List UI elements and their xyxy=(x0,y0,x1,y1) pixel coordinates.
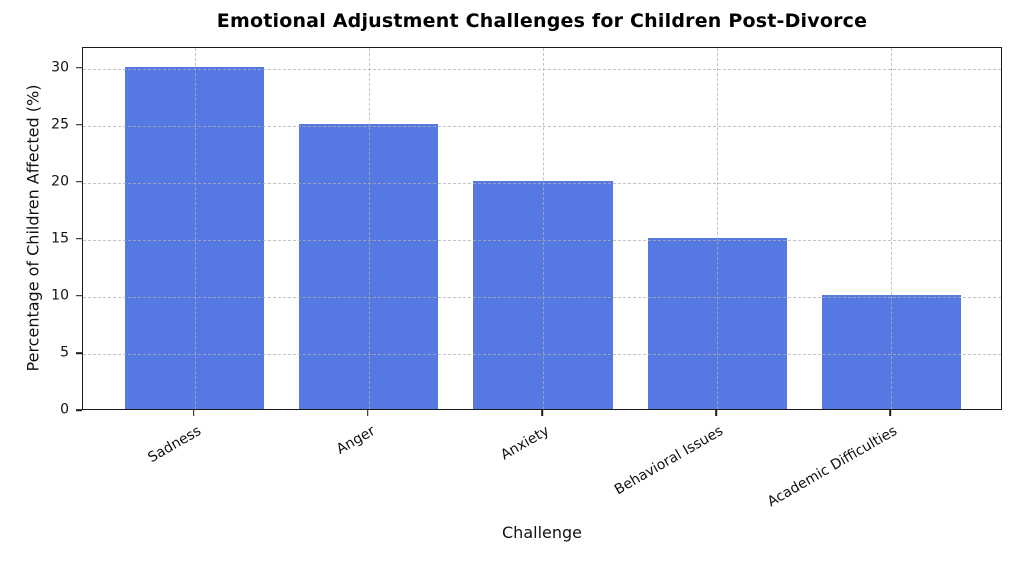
y-tick-mark xyxy=(76,123,82,126)
x-tick-mark xyxy=(366,410,369,416)
bar xyxy=(299,123,439,409)
y-tick-mark xyxy=(76,409,82,411)
bar xyxy=(124,66,265,409)
y-tick-label: 0 xyxy=(60,401,69,418)
x-tick-label: Anger xyxy=(333,423,378,458)
bar xyxy=(821,294,962,409)
x-tick-mark xyxy=(715,410,718,416)
y-tick-label: 25 xyxy=(51,115,69,132)
y-tick-mark xyxy=(76,295,82,297)
y-axis-ticks: 0 5 10 15 20 25 30 xyxy=(0,47,82,417)
y-tick-label: 20 xyxy=(51,173,69,190)
x-tick-mark xyxy=(192,410,195,416)
x-axis-label: Challenge xyxy=(502,523,582,542)
bars-layer xyxy=(83,48,1001,409)
x-tick-mark xyxy=(541,410,543,416)
bar xyxy=(647,237,787,409)
plot-area xyxy=(82,47,1002,410)
x-tick-mark xyxy=(889,410,892,416)
x-tick-label: Sadness xyxy=(144,423,204,467)
y-tick-mark xyxy=(76,180,82,183)
chart-title: Emotional Adjustment Challenges for Chil… xyxy=(216,10,868,32)
y-tick-mark xyxy=(76,352,82,354)
x-tick-label: Anxiety xyxy=(498,423,552,464)
y-tick-mark xyxy=(76,66,82,69)
y-tick-label: 15 xyxy=(51,230,69,247)
x-axis-ticks: Sadness Anger Anxiety Behavioral Issues Acad… xyxy=(82,410,1002,530)
y-tick-label: 5 xyxy=(60,344,69,361)
x-tick-label: Behavioral Issues xyxy=(612,423,727,499)
bar xyxy=(473,180,613,409)
x-tick-label: Academic Difficulties xyxy=(765,423,901,511)
y-tick-label: 10 xyxy=(51,287,69,304)
y-tick-label: 30 xyxy=(51,58,69,75)
y-tick-mark xyxy=(76,237,82,240)
